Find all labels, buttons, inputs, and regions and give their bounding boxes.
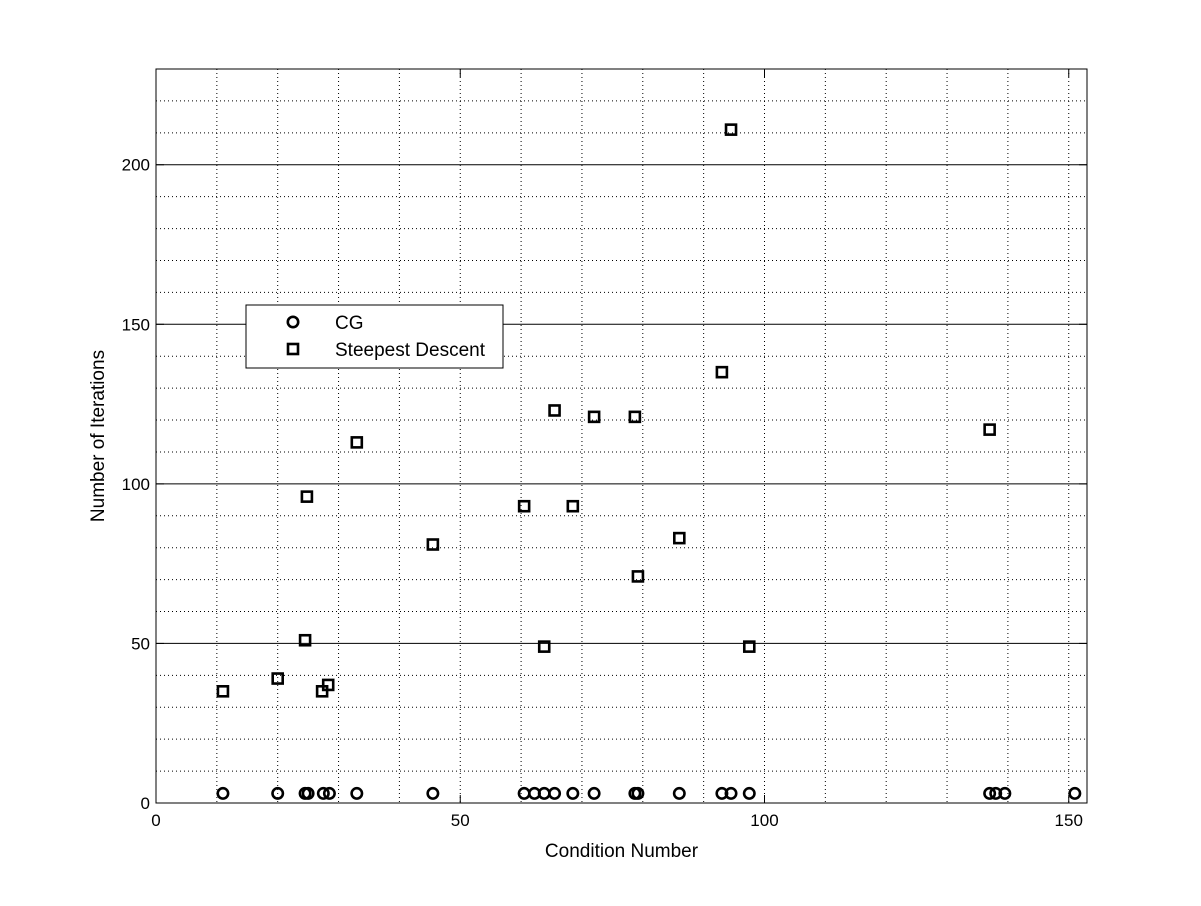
- cg-point: [322, 786, 336, 800]
- steepest-descent-point: [631, 570, 645, 583]
- legend-label-steepest-descent: Steepest Descent: [335, 340, 486, 361]
- cg-point: [316, 786, 330, 800]
- y-tick-label: 0: [141, 794, 150, 813]
- plot-area: [156, 69, 1087, 803]
- steepest-descent-point: [426, 538, 440, 551]
- axis-ticks: 0 50 100 150 0 50 100 150 200: [122, 69, 1087, 830]
- cg-point: [983, 786, 997, 800]
- steepest-descent-point: [566, 499, 580, 513]
- legend-box: [245, 304, 504, 369]
- steepest-descent-point: [216, 685, 230, 698]
- cg-point: [631, 786, 645, 800]
- steepest-descent-point: [517, 499, 531, 513]
- axes-frame: [155, 68, 1088, 804]
- cg-point: [548, 786, 562, 800]
- cg-point: [724, 786, 738, 800]
- cg-point: [301, 786, 315, 800]
- legend-label-cg: CG: [335, 313, 364, 334]
- cg-point: [742, 786, 756, 800]
- data-marks: [216, 123, 1082, 800]
- x-tick-label: 0: [151, 811, 160, 830]
- y-tick-label: 150: [122, 315, 150, 334]
- steepest-descent-point: [742, 640, 756, 653]
- steepest-descent-point: [628, 410, 642, 424]
- x-tick-label: 150: [1055, 811, 1083, 830]
- steepest-descent-point: [300, 490, 314, 503]
- steepest-descent-point: [271, 672, 284, 685]
- y-axis-label: Number of Iterations: [88, 350, 109, 522]
- y-tick-label: 50: [131, 634, 150, 653]
- x-axis-label: Condition Number: [545, 841, 699, 862]
- steepest-descent-point: [587, 410, 601, 424]
- cg-point: [566, 786, 580, 800]
- cg-point: [216, 786, 230, 800]
- steepest-descent-point: [537, 640, 551, 653]
- cg-point: [587, 786, 601, 800]
- steepest-descent-point: [983, 423, 996, 436]
- steepest-descent-point: [298, 633, 312, 647]
- series-steepest-descent: [216, 123, 996, 698]
- cg-point: [1068, 786, 1082, 800]
- series-cg: [216, 786, 1082, 800]
- steepest-descent-point: [724, 123, 738, 136]
- legend-marker-symbol: [286, 342, 300, 356]
- steepest-descent-point: [321, 678, 335, 692]
- steepest-descent-point: [548, 404, 561, 417]
- cg-point: [350, 786, 364, 800]
- legend-marker-symbol: [286, 315, 300, 329]
- legend-marker-cg: [286, 315, 300, 329]
- steepest-descent-point: [715, 365, 729, 379]
- cg-point: [998, 786, 1012, 800]
- steepest-descent-point: [673, 531, 686, 545]
- plot-frame: [155, 68, 1088, 804]
- legend-marker-steepest-descent: [286, 342, 300, 356]
- cg-point: [426, 786, 440, 800]
- cg-point: [271, 786, 285, 800]
- steepest-descent-point: [350, 436, 364, 449]
- x-tick-label: 50: [451, 811, 470, 830]
- y-tick-label: 200: [122, 156, 150, 175]
- x-tick-label: 100: [750, 811, 778, 830]
- cg-point: [672, 786, 686, 800]
- legend: CG Steepest Descent: [245, 304, 504, 369]
- y-tick-label: 100: [122, 475, 150, 494]
